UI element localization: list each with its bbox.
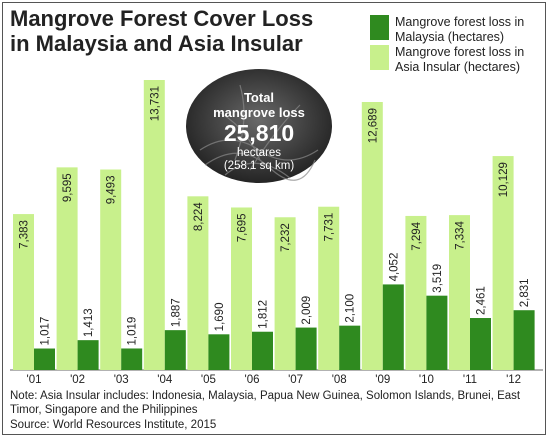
root-stroke-0 — [199, 139, 319, 161]
root-stroke-5 — [234, 84, 245, 161]
x-tick-label-3: '04 — [157, 374, 173, 386]
x-tick-label-7: '08 — [332, 374, 347, 386]
root-stroke-2 — [214, 109, 261, 161]
label-malaysia-9: 3,519 — [432, 264, 444, 293]
x-tick-label-6: '07 — [288, 374, 303, 386]
bar-malaysia-5 — [252, 331, 273, 370]
bar-malaysia-9 — [426, 295, 448, 370]
callout-line2: mangrove loss — [213, 105, 305, 120]
x-tick-label-11: '12 — [506, 374, 521, 386]
x-tick-label-5: '06 — [245, 374, 260, 386]
callout-value: 25,810 — [224, 120, 294, 146]
label-asia-insular-9: 7,294 — [411, 221, 423, 250]
bar-asia-insular-7 — [318, 206, 340, 370]
label-malaysia-10: 2,461 — [476, 286, 488, 315]
label-malaysia-1: 1,413 — [83, 308, 95, 337]
mangrove-photo — [186, 69, 332, 183]
legend-item-malaysia: Mangrove forest loss in Malaysia (hectar… — [370, 15, 545, 45]
label-malaysia-3: 1,887 — [170, 298, 182, 327]
bar-asia-insular-4 — [187, 196, 209, 370]
label-asia-insular-10: 7,334 — [455, 221, 467, 250]
label-asia-insular-7: 7,731 — [324, 213, 336, 242]
root-stroke-1 — [204, 152, 316, 181]
legend-label-malaysia: Mangrove forest loss in Malaysia (hectar… — [395, 15, 525, 44]
label-malaysia-7: 2,100 — [345, 294, 357, 323]
legend-item-asia-insular: Mangrove forest loss in Asia Insular (he… — [370, 45, 545, 75]
legend-swatch-malaysia — [370, 15, 389, 40]
callout-line1: Total — [244, 90, 274, 105]
label-asia-insular-3: 13,731 — [149, 86, 161, 121]
x-tick-label-0: '01 — [27, 374, 42, 386]
bar-asia-insular-11 — [492, 156, 514, 370]
callout-unit: hectares — [237, 147, 281, 159]
label-malaysia-2: 1,019 — [127, 317, 139, 346]
label-asia-insular-0: 7,383 — [19, 220, 31, 249]
x-tick-label-10: '11 — [463, 374, 477, 386]
callout-sub: (258.1 sq km) — [224, 160, 294, 172]
bar-asia-insular-1 — [56, 167, 78, 370]
label-malaysia-6: 2,009 — [301, 296, 313, 325]
bar-malaysia-11 — [513, 310, 535, 370]
x-tick-label-4: '05 — [201, 374, 216, 386]
chart-frame — [2, 2, 546, 435]
bar-malaysia-2 — [121, 348, 143, 370]
bar-asia-insular-2 — [100, 169, 122, 370]
total-callout: Total mangrove loss 25,810 hectares (258… — [186, 69, 332, 183]
label-asia-insular-5: 7,695 — [237, 213, 249, 242]
bar-malaysia-1 — [77, 340, 99, 370]
label-malaysia-5: 1,812 — [258, 300, 270, 329]
bar-asia-insular-8 — [361, 102, 383, 370]
bar-malaysia-10 — [470, 318, 491, 370]
bar-malaysia-3 — [164, 330, 186, 370]
bar-asia-insular-10 — [449, 215, 470, 370]
bar-asia-insular-6 — [274, 217, 296, 370]
bar-malaysia-4 — [208, 334, 230, 370]
root-stroke-4 — [224, 162, 291, 179]
bar-asia-insular-3 — [143, 80, 165, 370]
label-asia-insular-2: 9,493 — [106, 176, 118, 205]
chart-title: Mangrove Forest Cover Loss in Malaysia a… — [10, 6, 314, 56]
label-asia-insular-4: 8,224 — [193, 202, 205, 231]
label-malaysia-11: 2,831 — [519, 278, 531, 307]
label-malaysia-8: 4,052 — [388, 253, 400, 282]
x-tick-label-9: '10 — [419, 374, 434, 386]
bar-malaysia-6 — [295, 327, 317, 370]
label-asia-insular-11: 10,129 — [498, 162, 510, 197]
legend-swatch-asia-insular — [370, 45, 389, 70]
bar-asia-insular-0 — [13, 214, 34, 370]
root-stroke-3 — [249, 104, 301, 171]
label-malaysia-0: 1,017 — [40, 317, 52, 346]
label-asia-insular-8: 12,689 — [367, 108, 379, 143]
bar-malaysia-8 — [382, 284, 404, 370]
label-asia-insular-1: 9,595 — [62, 173, 74, 202]
bar-malaysia-0 — [34, 348, 55, 370]
bar-asia-insular-5 — [231, 207, 252, 370]
bar-malaysia-7 — [339, 325, 361, 370]
x-tick-label-2: '03 — [114, 374, 129, 386]
legend-label-asia-insular: Mangrove forest loss in Asia Insular (he… — [395, 45, 525, 74]
label-asia-insular-6: 7,232 — [280, 223, 292, 252]
source-note: Source: World Resources Institute, 2015 — [10, 419, 217, 431]
x-tick-label-1: '02 — [70, 374, 85, 386]
footnote: Note: Asia Insular includes: Indonesia, … — [10, 390, 521, 416]
bar-asia-insular-9 — [405, 215, 427, 370]
x-tick-label-8: '09 — [375, 374, 390, 386]
label-malaysia-4: 1,690 — [214, 303, 226, 332]
